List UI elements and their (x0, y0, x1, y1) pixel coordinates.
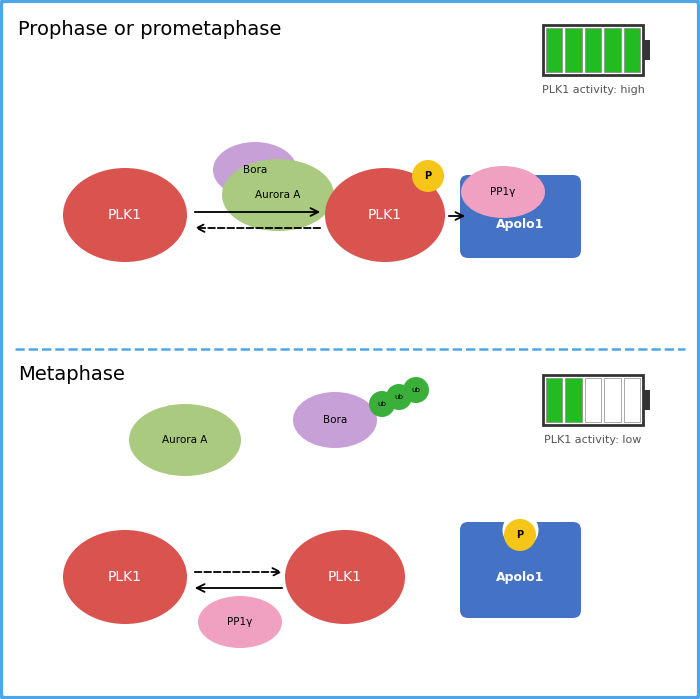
Circle shape (504, 519, 536, 551)
Text: ub: ub (395, 394, 403, 400)
Ellipse shape (222, 159, 334, 231)
Text: P: P (424, 171, 432, 181)
Text: PP1γ: PP1γ (228, 617, 253, 627)
Circle shape (503, 512, 538, 548)
Text: PLK1 activity: low: PLK1 activity: low (545, 435, 642, 445)
Circle shape (369, 391, 395, 417)
FancyBboxPatch shape (584, 378, 601, 422)
FancyBboxPatch shape (604, 28, 621, 72)
FancyBboxPatch shape (643, 390, 650, 410)
FancyBboxPatch shape (624, 28, 640, 72)
Circle shape (403, 377, 429, 403)
Text: Apolo1: Apolo1 (496, 218, 545, 231)
Ellipse shape (461, 166, 545, 218)
Text: ub: ub (412, 387, 421, 393)
FancyBboxPatch shape (546, 28, 562, 72)
Text: PLK1 activity: high: PLK1 activity: high (542, 85, 645, 95)
Ellipse shape (213, 142, 297, 198)
Text: P: P (517, 530, 524, 540)
Text: Apolo1: Apolo1 (496, 572, 545, 584)
Ellipse shape (285, 530, 405, 624)
Text: PLK1: PLK1 (328, 570, 362, 584)
FancyBboxPatch shape (584, 28, 601, 72)
Text: Aurora A: Aurora A (162, 435, 208, 445)
Text: PP1γ: PP1γ (490, 187, 516, 197)
FancyBboxPatch shape (460, 175, 581, 258)
Ellipse shape (129, 404, 241, 476)
Text: Prophase or prometaphase: Prophase or prometaphase (18, 20, 281, 39)
Text: ub: ub (377, 401, 386, 407)
Circle shape (412, 160, 444, 192)
FancyBboxPatch shape (543, 25, 643, 75)
Ellipse shape (198, 596, 282, 648)
Text: PLK1: PLK1 (108, 570, 142, 584)
Ellipse shape (293, 392, 377, 448)
FancyBboxPatch shape (643, 40, 650, 60)
Text: PLK1: PLK1 (108, 208, 142, 222)
Ellipse shape (325, 168, 445, 262)
FancyBboxPatch shape (624, 378, 640, 422)
FancyBboxPatch shape (546, 378, 562, 422)
Text: Aurora A: Aurora A (256, 190, 301, 200)
FancyBboxPatch shape (566, 28, 582, 72)
Text: Metaphase: Metaphase (18, 365, 125, 384)
FancyBboxPatch shape (460, 522, 581, 618)
Ellipse shape (63, 530, 187, 624)
Text: Bora: Bora (243, 165, 267, 175)
Text: Bora: Bora (323, 415, 347, 425)
FancyBboxPatch shape (604, 378, 621, 422)
Circle shape (386, 384, 412, 410)
FancyBboxPatch shape (566, 378, 582, 422)
FancyBboxPatch shape (543, 375, 643, 425)
Text: PLK1: PLK1 (368, 208, 402, 222)
Ellipse shape (63, 168, 187, 262)
